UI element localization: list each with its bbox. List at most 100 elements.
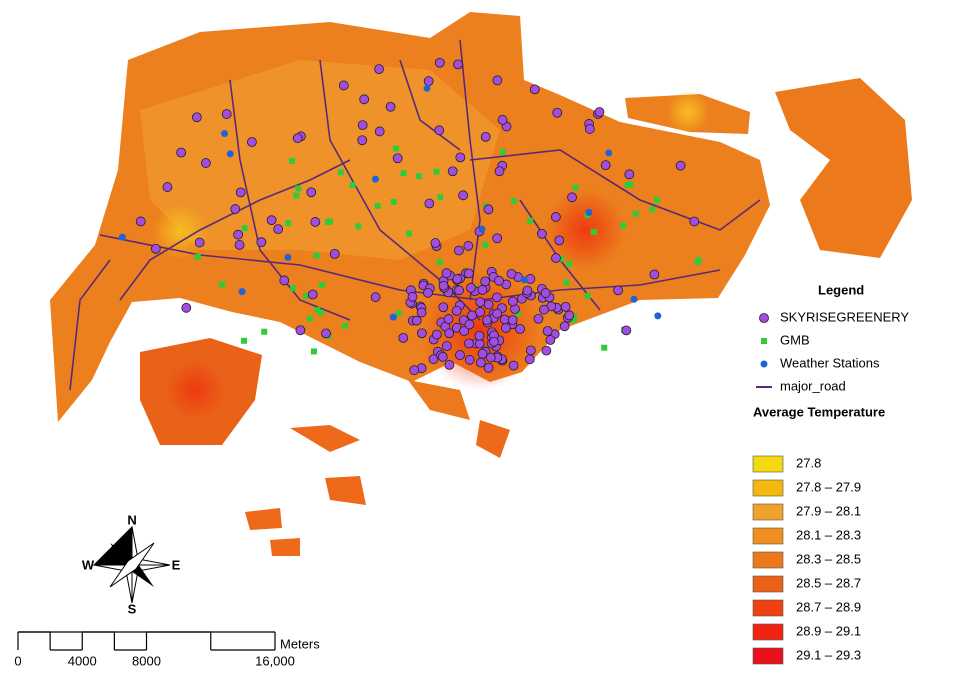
pulau-tekong xyxy=(775,78,912,258)
scale-unit: Meters xyxy=(280,636,320,651)
map-point xyxy=(649,206,656,213)
map-point xyxy=(436,259,443,266)
map-point xyxy=(492,308,503,319)
temperature-label: 28.1 – 28.3 xyxy=(796,527,861,542)
map-point xyxy=(390,198,397,205)
temperature-label: 29.1 – 29.3 xyxy=(796,647,861,662)
map-point xyxy=(434,125,445,136)
legend-symbol xyxy=(760,360,768,368)
map-point xyxy=(529,84,540,95)
map-point xyxy=(374,126,385,137)
map-point xyxy=(241,225,248,232)
central-zone xyxy=(140,60,500,260)
map-point xyxy=(192,112,202,123)
map-point xyxy=(424,198,435,209)
road xyxy=(469,149,761,231)
map-point xyxy=(654,196,661,203)
map-point xyxy=(314,306,321,313)
compass-e: E xyxy=(172,557,181,572)
compass-s: S xyxy=(128,601,137,616)
map-point xyxy=(370,292,381,303)
map-point xyxy=(451,305,462,316)
map-point xyxy=(537,228,547,239)
map-point xyxy=(411,315,422,326)
map-point xyxy=(337,169,344,176)
map-point xyxy=(489,336,499,347)
map-point xyxy=(194,253,201,260)
map-point xyxy=(443,314,454,324)
map-point xyxy=(459,326,470,336)
map-point xyxy=(359,94,370,105)
map-point xyxy=(313,252,320,259)
temperature-legend-title: Average Temperature xyxy=(753,404,885,419)
map-point xyxy=(181,302,192,313)
cool-spot xyxy=(666,90,710,134)
map-point xyxy=(508,360,519,371)
map-point xyxy=(342,322,349,329)
temperature-label: 28.3 – 28.5 xyxy=(796,551,861,566)
map-point xyxy=(507,315,518,326)
map-point xyxy=(273,224,284,235)
map-point xyxy=(307,289,318,300)
map-point xyxy=(290,285,297,292)
map-point xyxy=(554,235,565,246)
legend: Legend Average Temperature SKYRISEGREENE… xyxy=(752,282,909,665)
scale-label: 8000 xyxy=(132,653,161,668)
map-point xyxy=(423,76,434,87)
map-point xyxy=(542,326,553,336)
map-point xyxy=(564,310,575,321)
map-point xyxy=(221,130,229,138)
map-point xyxy=(541,345,552,356)
map-point xyxy=(492,233,503,244)
map-point xyxy=(483,204,494,215)
map-point xyxy=(371,175,379,183)
road xyxy=(99,234,721,301)
map-point xyxy=(483,362,494,373)
map-point xyxy=(478,225,486,233)
map-point xyxy=(550,212,561,222)
map-point xyxy=(619,222,626,229)
map-point xyxy=(584,124,595,134)
map-point xyxy=(201,158,211,168)
map-point xyxy=(395,310,402,317)
map-point xyxy=(374,202,381,209)
map-point xyxy=(238,288,246,296)
map-point xyxy=(474,330,485,341)
map-point xyxy=(552,107,563,118)
map-point xyxy=(338,80,349,91)
map-point xyxy=(621,325,632,336)
map-point xyxy=(444,359,455,370)
map-point xyxy=(441,268,452,279)
compass-n: N xyxy=(127,512,136,527)
map-point xyxy=(438,302,449,313)
road xyxy=(69,259,111,391)
southern-island-2 xyxy=(290,425,360,452)
legend-label: SKYRISEGREENERY xyxy=(780,309,909,324)
map-point xyxy=(321,328,331,339)
temperature-label: 28.9 – 29.1 xyxy=(796,623,861,638)
map-point xyxy=(306,187,317,198)
temperature-swatch xyxy=(752,647,784,665)
map-point xyxy=(494,166,505,177)
temperature-swatch xyxy=(752,623,784,641)
temperature-label: 27.9 – 28.1 xyxy=(796,503,861,518)
map-point xyxy=(455,152,466,163)
roads xyxy=(69,39,761,391)
map-point xyxy=(463,268,474,279)
map-point xyxy=(467,310,477,321)
map-point xyxy=(475,297,486,308)
map-point xyxy=(357,120,368,131)
compass-diagonal xyxy=(109,542,155,588)
map-point xyxy=(613,285,623,296)
road xyxy=(229,79,351,321)
map-point xyxy=(525,345,536,356)
map-point xyxy=(600,160,611,171)
map-point xyxy=(511,197,518,204)
map-point xyxy=(566,260,573,267)
land xyxy=(50,12,912,556)
map-point xyxy=(570,316,577,323)
map-point xyxy=(433,168,440,175)
map-point xyxy=(150,243,161,254)
map-point xyxy=(219,281,226,288)
map-point xyxy=(475,307,485,317)
